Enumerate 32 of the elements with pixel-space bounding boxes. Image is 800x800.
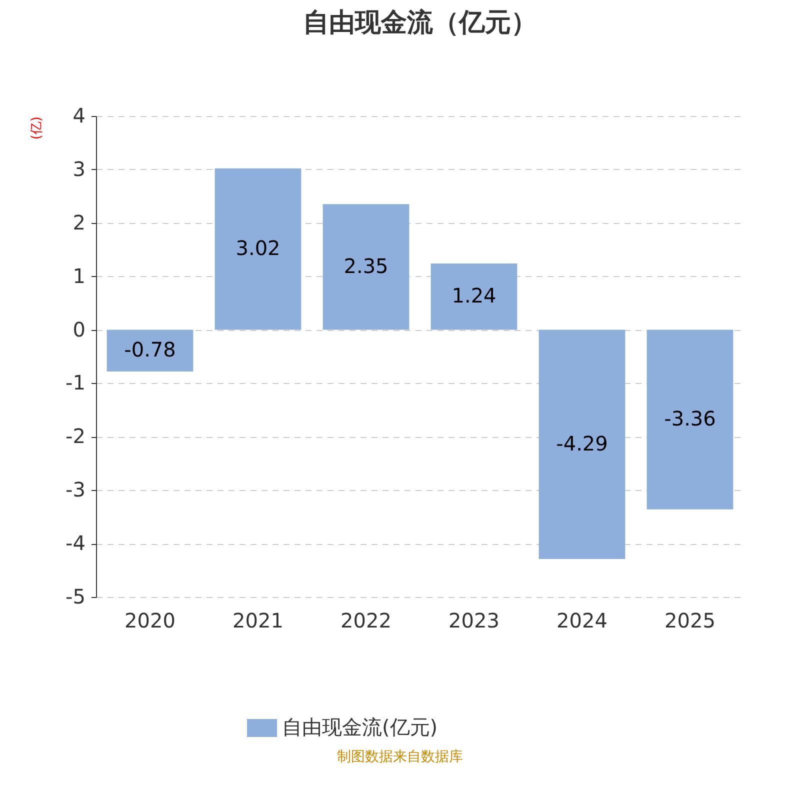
chart-title: 自由现金流（亿元） (303, 8, 537, 38)
x-tick-label: 2023 (448, 608, 500, 632)
bar (538, 330, 626, 560)
data-label: 1.24 (452, 284, 496, 308)
x-tick-label: 2020 (124, 608, 176, 632)
data-label: -3.36 (664, 406, 716, 431)
y-tick-label: -4 (66, 531, 86, 556)
text: 制图数据来自数据库 (337, 749, 463, 765)
data-label: -4.29 (556, 431, 608, 456)
y-tick-label: 1 (72, 264, 86, 288)
y-tick-label: 4 (72, 104, 86, 128)
data-label: 3.02 (236, 236, 280, 260)
x-tick-label: 2025 (664, 608, 716, 632)
bar (214, 168, 302, 330)
y-axis-title: (亿) (30, 116, 44, 140)
x-tick-label: 2021 (232, 608, 284, 632)
x-tick-label: 2024 (556, 608, 608, 632)
data-label: -0.78 (124, 338, 176, 362)
y-tick-label: -5 (66, 584, 86, 608)
x-tick-label: 2022 (340, 608, 392, 632)
y-tick-label: 2 (72, 210, 86, 234)
bar (646, 330, 734, 510)
bar (430, 264, 518, 330)
y-tick-label: -2 (66, 424, 86, 448)
y-tick-label: 3 (72, 156, 86, 181)
y-tick-label: 0 (72, 317, 86, 342)
bar (322, 204, 410, 330)
data-label: 2.35 (344, 254, 388, 278)
y-tick-label: -3 (66, 478, 86, 502)
bar (106, 330, 194, 372)
legend-label: 自由现金流(亿元) (282, 715, 438, 739)
y-tick-label: -1 (66, 370, 86, 395)
